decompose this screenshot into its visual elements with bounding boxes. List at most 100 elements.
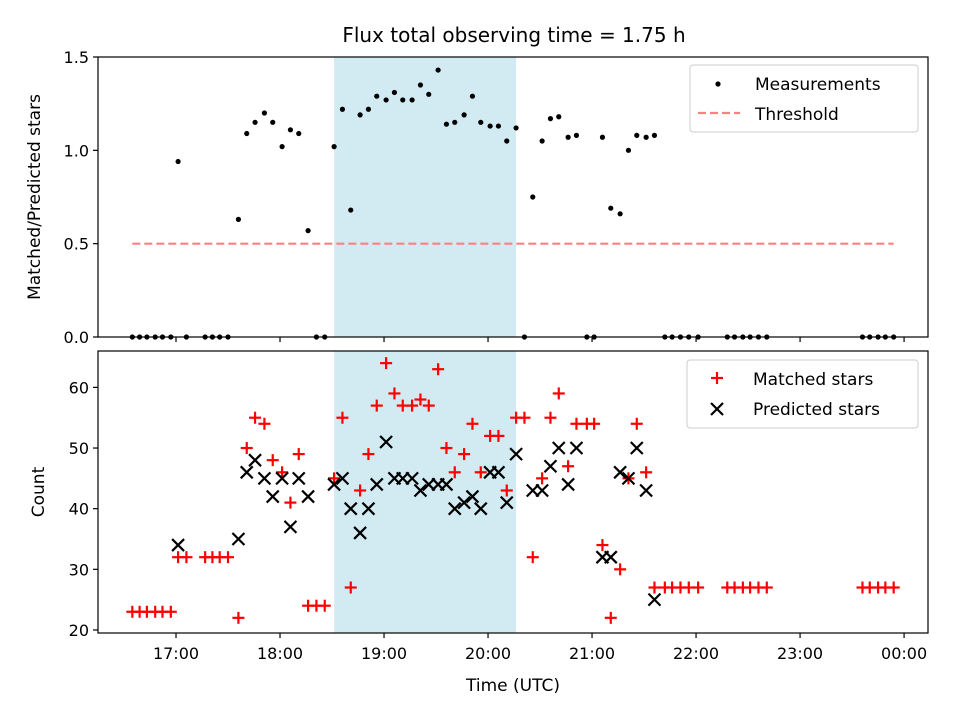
measurement-point (175, 158, 181, 165)
predicted-star-point (613, 465, 627, 480)
measurement-point (305, 228, 311, 234)
measurement-point (391, 89, 398, 96)
matched-star-point (336, 411, 349, 424)
matched-star-point (526, 551, 539, 564)
measurement-point (599, 134, 606, 140)
measurement-point (426, 91, 432, 97)
matched-star-point (614, 563, 627, 576)
top-y-tick-label: 0.5 (64, 235, 89, 254)
matched-star-point (544, 411, 557, 424)
measurement-point (651, 132, 658, 138)
predicted-star-point (239, 465, 254, 480)
matched-star-point (422, 399, 435, 412)
top-legend-box (689, 64, 919, 133)
predicted-star-point (361, 501, 376, 516)
matched-star-point (630, 417, 643, 430)
matched-star-point (249, 411, 262, 424)
predicted-star-point (499, 495, 514, 510)
matched-star-point (180, 551, 193, 564)
matched-star-point (552, 387, 565, 400)
bottom-y-tick-label: 50 (69, 439, 89, 458)
predicted-star-point (301, 489, 315, 504)
top-y-axis-label: Matched/Predicted stars (25, 94, 45, 300)
measurement-point (565, 134, 571, 140)
measurement-point (634, 132, 640, 138)
matched-star-point (518, 411, 531, 424)
x-tick-label: 18:00 (257, 644, 303, 663)
measurement-point (235, 216, 242, 222)
matched-star-point (458, 448, 471, 461)
predicted-star-point (639, 483, 653, 498)
measurement-point (348, 207, 354, 213)
legend-threshold-label: Threshold (754, 105, 839, 125)
legend-matched-marker (711, 372, 723, 384)
matched-star-point (284, 496, 297, 509)
top-legend: Measurements Threshold (689, 64, 919, 133)
matched-star-point (370, 399, 383, 412)
measurement-point (478, 119, 484, 125)
bottom-legend-box (686, 359, 919, 429)
matched-star-point (640, 466, 653, 479)
bottom-y-tick-label: 30 (69, 560, 89, 579)
predicted-star-point (275, 471, 289, 486)
measurement-point (270, 119, 276, 125)
predicted-star-point (629, 441, 644, 455)
x-tick-label: 20:00 (465, 644, 511, 663)
matched-star-point (604, 611, 617, 624)
matched-star-point (570, 417, 583, 430)
measurement-point (400, 97, 406, 103)
measurement-point (331, 144, 337, 150)
predicted-star-point (405, 471, 419, 486)
bottom-y-tick-label: 40 (69, 500, 89, 519)
bottom-y-tick-label: 60 (69, 378, 89, 397)
measurement-point (556, 114, 562, 120)
measurement-point (365, 106, 372, 112)
legend-matched-label: Matched stars (753, 370, 873, 390)
bottom-legend: Matched stars Predicted stars (686, 359, 919, 429)
matched-star-point (276, 466, 289, 479)
bottom-plot-marks (126, 357, 900, 624)
matched-star-point (406, 399, 419, 412)
measurement-point (383, 97, 389, 103)
measurement-point (608, 205, 614, 211)
matched-star-point (588, 417, 601, 430)
measurement-point (296, 130, 302, 137)
predicted-star-point (647, 592, 662, 607)
measurement-point (547, 116, 554, 122)
bottom-axes-frame (97, 350, 929, 634)
matched-star-point (344, 581, 357, 594)
predicted-star-point (561, 477, 575, 492)
x-tick-label: 21:00 (569, 644, 615, 663)
top-axes-frame (97, 56, 929, 338)
matched-star-point (887, 581, 900, 594)
predicted-star-point (291, 471, 306, 486)
x-tick-label: 17:00 (153, 644, 199, 663)
predicted-star-point (343, 501, 358, 516)
top-y-tick-label: 0.0 (64, 328, 89, 347)
matched-star-point (500, 484, 513, 497)
predicted-star-point (621, 471, 636, 486)
measurement-point (244, 130, 250, 137)
bottom-y-tick-label: 20 (69, 621, 89, 640)
measurement-point (625, 147, 632, 153)
predicted-star-point (369, 477, 384, 492)
matched-star-point (318, 599, 331, 612)
matched-star-point (562, 460, 575, 473)
matched-star-point (440, 442, 453, 455)
matched-star-point (648, 581, 661, 594)
predicted-star-point (353, 526, 367, 540)
predicted-star-point (535, 483, 549, 498)
measurement-point (461, 112, 467, 118)
x-tick-label: 23:00 (777, 644, 823, 663)
measurement-point (252, 119, 258, 125)
legend-measurements-marker (715, 81, 721, 87)
predicted-star-point (447, 501, 462, 516)
measurement-point (443, 121, 450, 127)
matched-star-point (354, 484, 367, 497)
matched-star-point (432, 363, 445, 376)
predicted-star-point (335, 471, 350, 486)
matched-star-point (596, 539, 609, 552)
predicted-star-point (473, 501, 488, 516)
predicted-star-point (457, 495, 471, 510)
